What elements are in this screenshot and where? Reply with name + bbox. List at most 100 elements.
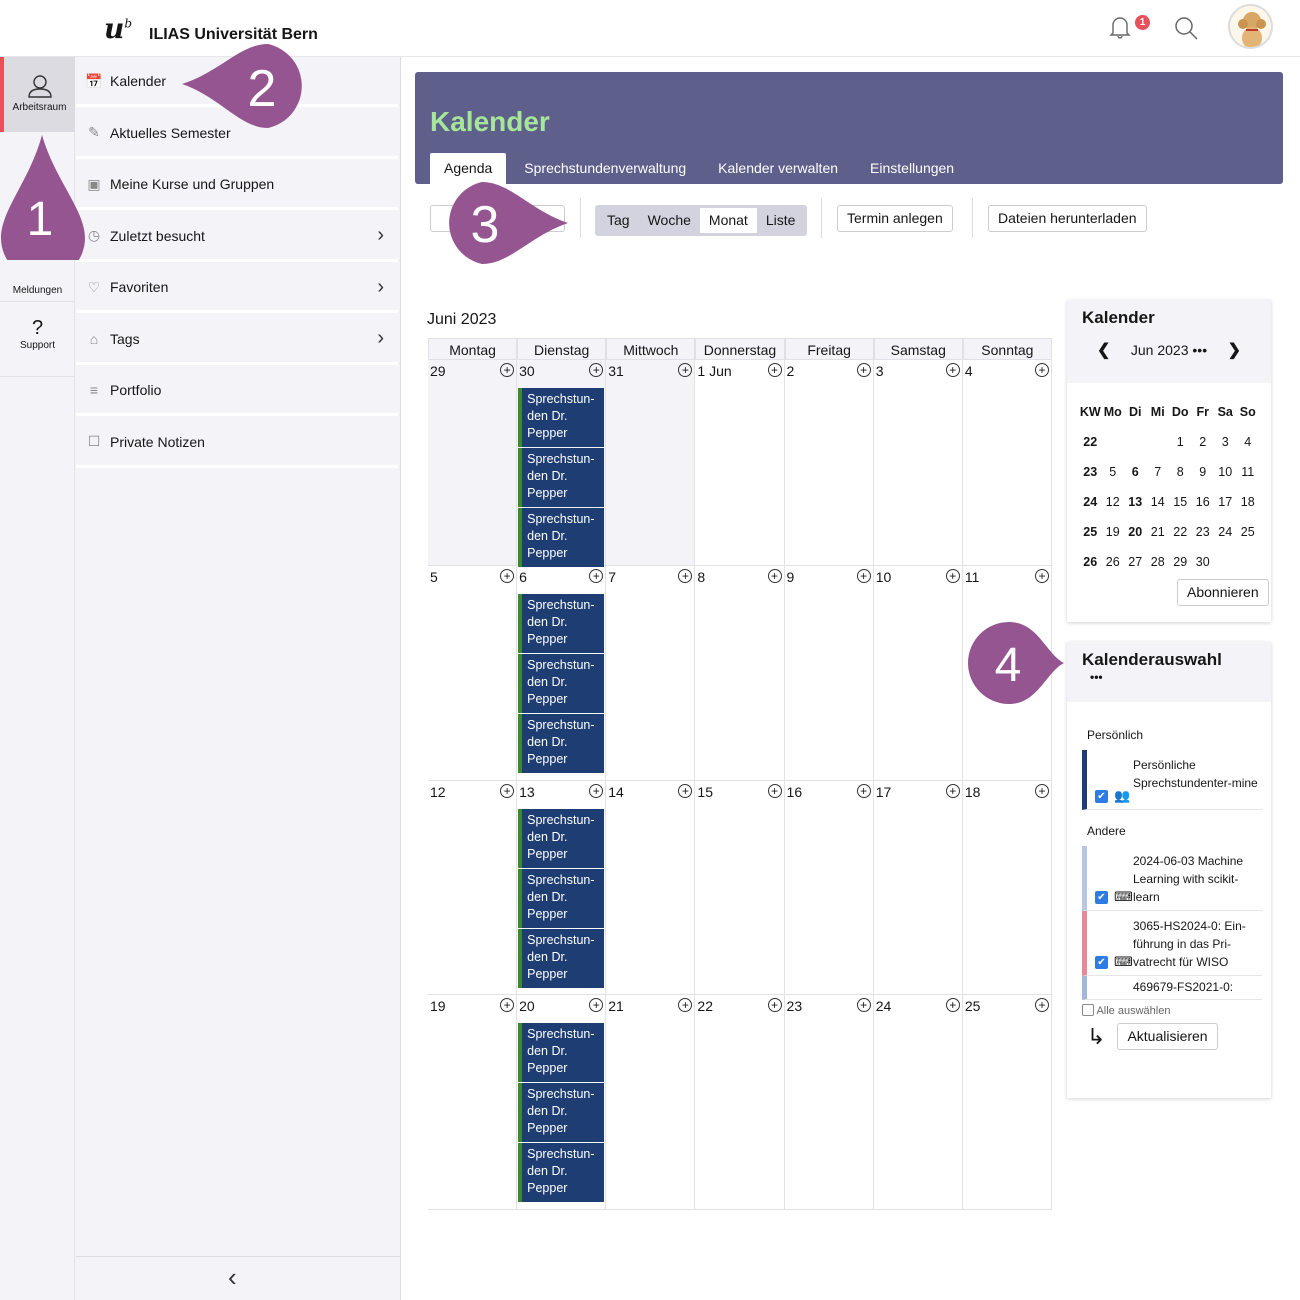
subscribe-button[interactable]: Abonnieren xyxy=(1177,579,1269,606)
mini-day[interactable]: 25 xyxy=(1240,525,1255,539)
mini-day[interactable]: 1 xyxy=(1176,435,1184,449)
add-event-icon[interactable]: + xyxy=(1034,784,1049,798)
refresh-button[interactable]: Aktualisieren xyxy=(1117,1023,1218,1050)
day-cell[interactable]: 23 + xyxy=(784,995,874,1210)
chevron-right-icon[interactable]: › xyxy=(377,224,384,246)
view-woche[interactable]: Woche xyxy=(647,212,691,228)
mini-day[interactable]: 17 xyxy=(1218,495,1233,509)
add-event-icon[interactable]: + xyxy=(589,363,604,377)
mini-day[interactable]: 28 xyxy=(1150,555,1165,569)
menu-item-portfolio[interactable]: ≡ Portfolio xyxy=(76,367,398,416)
calendar-event[interactable]: Sprechstun-den Dr. Pepper xyxy=(518,869,605,928)
add-event-icon[interactable]: + xyxy=(678,569,693,583)
add-event-icon[interactable]: + xyxy=(945,784,960,798)
mini-day[interactable]: 21 xyxy=(1150,525,1165,539)
add-event-icon[interactable]: + xyxy=(856,569,871,583)
mini-day[interactable]: 10 xyxy=(1218,465,1233,479)
add-event-icon[interactable]: + xyxy=(945,998,960,1012)
week-number[interactable]: 23 xyxy=(1083,465,1098,479)
week-number[interactable]: 25 xyxy=(1083,525,1098,539)
chevron-right-icon[interactable]: › xyxy=(377,275,384,298)
tab-kalender-verwalten[interactable]: Kalender verwalten xyxy=(718,160,839,176)
day-cell[interactable]: 14 + xyxy=(606,781,696,995)
add-event-icon[interactable]: + xyxy=(856,363,871,377)
add-event-icon[interactable]: + xyxy=(678,998,693,1012)
day-cell[interactable]: 9 + xyxy=(784,566,874,781)
add-event-icon[interactable]: + xyxy=(767,569,782,583)
add-event-icon[interactable]: + xyxy=(500,569,515,583)
day-cell[interactable]: 29 + xyxy=(428,360,518,566)
select-all-checkbox[interactable]: Alle auswählen xyxy=(1082,1004,1263,1017)
week-number[interactable]: 24 xyxy=(1083,495,1098,509)
university-logo[interactable]: ub xyxy=(104,12,133,45)
mini-day[interactable]: 8 xyxy=(1176,465,1184,479)
more-icon[interactable]: ••• xyxy=(1090,670,1103,684)
day-cell[interactable]: 16 + xyxy=(784,781,874,995)
chevron-right-icon[interactable]: › xyxy=(377,327,384,349)
calendar-event[interactable]: Sprechstun-den Dr. Pepper xyxy=(518,448,605,507)
day-cell[interactable]: 18 + xyxy=(962,781,1052,995)
calendar-event[interactable]: Sprechstun-den Dr. Pepper xyxy=(518,388,605,447)
new-event-button[interactable]: Termin anlegen xyxy=(837,205,953,232)
day-cell[interactable]: 31 + xyxy=(606,360,696,566)
mini-day[interactable]: 14 xyxy=(1150,495,1165,509)
mini-day[interactable]: 3 xyxy=(1221,435,1229,449)
mini-day[interactable]: 18 xyxy=(1240,495,1255,509)
add-event-icon[interactable]: + xyxy=(856,998,871,1012)
download-files-button[interactable]: Dateien herunterladen xyxy=(988,205,1147,232)
day-cell[interactable]: 1 Jun + xyxy=(695,360,785,566)
day-cell[interactable]: 5 + xyxy=(428,566,518,781)
day-cell[interactable]: 4 + xyxy=(962,360,1052,566)
day-cell[interactable]: 10 + xyxy=(873,566,963,781)
calendar-event[interactable]: Sprechstun-den Dr. Pepper xyxy=(518,714,605,773)
app-title[interactable]: ILIAS Universität Bern xyxy=(149,26,318,43)
day-cell[interactable]: 19 + xyxy=(428,995,518,1210)
mini-day[interactable]: 29 xyxy=(1173,555,1188,569)
add-event-icon[interactable]: + xyxy=(589,569,604,583)
day-cell[interactable]: 6 + Sprechstun-den Dr. Pepper Sprechstun-den… xyxy=(517,566,607,781)
day-cell[interactable]: 3 + xyxy=(873,360,963,566)
mini-day[interactable]: 13 xyxy=(1128,495,1143,509)
week-number[interactable]: 26 xyxy=(1083,555,1098,569)
add-event-icon[interactable]: + xyxy=(767,363,782,377)
day-cell[interactable]: 25 + xyxy=(962,995,1052,1210)
calendar-checkbox[interactable]: ✔ xyxy=(1095,891,1108,904)
menu-item-meine-kurse-und-gruppen[interactable]: ▣ Meine Kurse und Gruppen xyxy=(76,161,398,210)
day-cell[interactable]: 8 + xyxy=(695,566,785,781)
day-cell[interactable]: 2 + xyxy=(784,360,874,566)
day-cell[interactable]: 20 + Sprechstun-den Dr. Pepper Sprechstun-de… xyxy=(517,995,607,1210)
mini-month-label[interactable]: Jun 2023 ••• xyxy=(1130,342,1208,358)
add-event-icon[interactable]: + xyxy=(856,784,871,798)
add-event-icon[interactable]: + xyxy=(589,998,604,1012)
mini-day[interactable]: 4 xyxy=(1244,435,1252,449)
mini-day[interactable]: 23 xyxy=(1195,525,1210,539)
add-event-icon[interactable]: + xyxy=(767,998,782,1012)
day-cell[interactable]: 21 + xyxy=(606,995,696,1210)
calendar-event[interactable]: Sprechstun-den Dr. Pepper xyxy=(518,929,605,988)
mini-day[interactable]: 24 xyxy=(1218,525,1233,539)
week-number[interactable]: 22 xyxy=(1083,435,1098,449)
add-event-icon[interactable]: + xyxy=(678,784,693,798)
mini-day[interactable]: 19 xyxy=(1105,525,1120,539)
add-event-icon[interactable]: + xyxy=(1034,363,1049,377)
mini-day[interactable]: 7 xyxy=(1154,465,1162,479)
add-event-icon[interactable]: + xyxy=(945,569,960,583)
next-month-icon[interactable]: ❯ xyxy=(1227,342,1241,359)
day-cell[interactable]: 22 + xyxy=(695,995,785,1210)
day-cell[interactable]: 7 + xyxy=(606,566,696,781)
mini-day[interactable]: 26 xyxy=(1105,555,1120,569)
menu-item-favoriten[interactable]: ♡ Favoriten › xyxy=(76,264,398,313)
view-monat[interactable]: Monat xyxy=(699,208,757,233)
add-event-icon[interactable]: + xyxy=(767,784,782,798)
mini-day[interactable]: 20 xyxy=(1128,525,1143,539)
rail-item-meldungen[interactable]: Meldungen xyxy=(0,137,75,302)
calendar-event[interactable]: Sprechstun-den Dr. Pepper xyxy=(518,1143,605,1202)
day-cell[interactable]: 30 + Sprechstun-den Dr. Pepper Sprechstun-de… xyxy=(517,360,607,567)
tab-sprechstundenverwaltung[interactable]: Sprechstundenverwaltung xyxy=(524,160,687,176)
day-cell[interactable]: 15 + xyxy=(695,781,785,995)
mini-day[interactable]: 9 xyxy=(1199,465,1207,479)
day-cell[interactable]: 12 + xyxy=(428,781,518,995)
menu-item-private-notizen[interactable]: ☐ Private Notizen xyxy=(76,418,398,468)
mini-day[interactable]: 30 xyxy=(1195,555,1210,569)
calendar-event[interactable]: Sprechstun-den Dr. Pepper xyxy=(518,1023,605,1082)
